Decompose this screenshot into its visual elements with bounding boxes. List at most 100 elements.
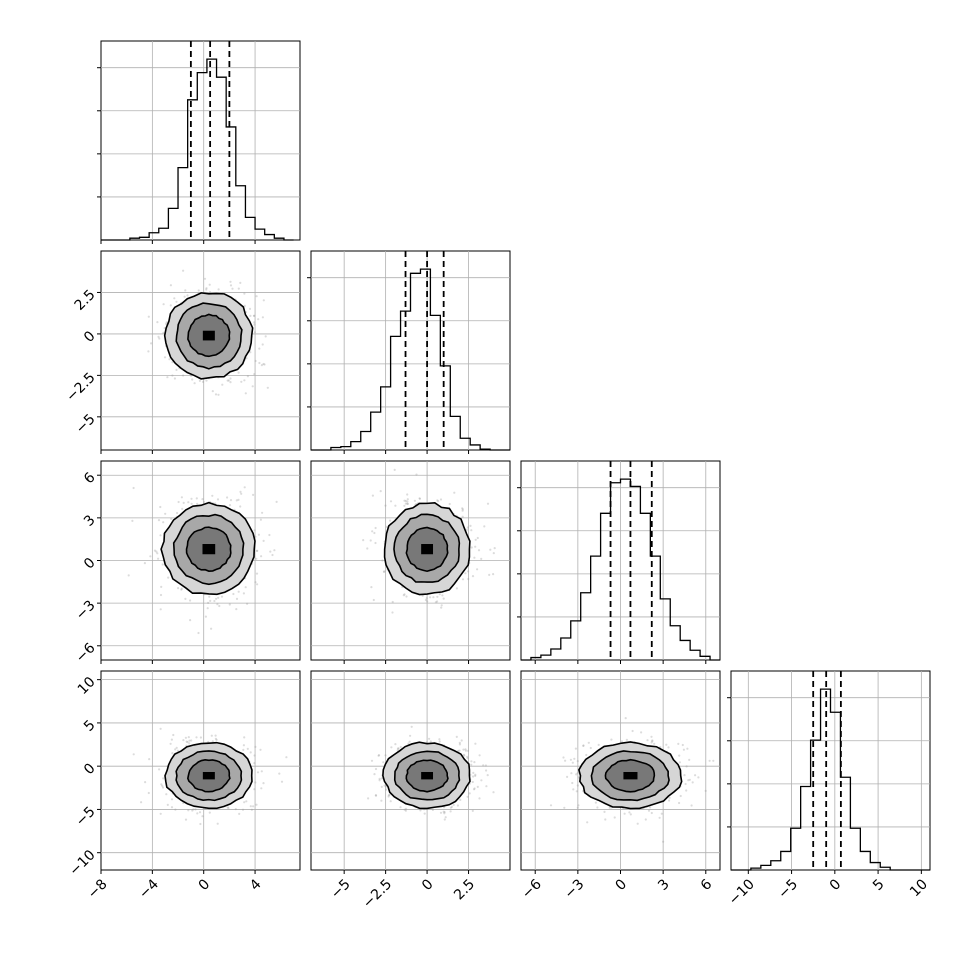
scatter-point	[469, 524, 472, 528]
scatter-point	[466, 755, 469, 758]
scatter-point	[144, 781, 147, 784]
scatter-point	[210, 734, 213, 737]
scatter-point	[389, 519, 392, 522]
density-core	[202, 330, 215, 341]
scatter-point	[250, 808, 253, 811]
scatter-point	[640, 731, 643, 734]
scatter-point	[448, 502, 451, 506]
y-tick-label: 0	[81, 761, 99, 779]
scatter-point	[182, 269, 185, 272]
scatter-point	[704, 789, 707, 793]
scatter-point	[461, 509, 464, 512]
scatter-point	[159, 727, 162, 730]
scatter-point	[155, 550, 158, 553]
scatter-point	[260, 364, 263, 367]
hist-panel-0	[97, 40, 301, 244]
scatter-point	[471, 809, 474, 813]
scatter-point	[668, 799, 671, 802]
scatter-point	[485, 769, 488, 772]
scatter-point	[697, 776, 700, 779]
scatter-point	[404, 499, 407, 503]
scatter-point	[162, 521, 165, 524]
scatter-point	[474, 774, 477, 778]
scatter-point	[254, 581, 257, 584]
scatter-point	[262, 299, 265, 302]
scatter-point	[243, 304, 246, 307]
scatter-point	[191, 809, 194, 812]
scatter-point	[662, 840, 665, 843]
scatter-point	[235, 597, 239, 601]
scatter-point	[156, 552, 159, 555]
scatter-point	[373, 531, 376, 535]
scatter-point	[623, 812, 626, 815]
scatter-point	[466, 526, 469, 529]
scatter-point	[477, 549, 481, 552]
scatter-point	[628, 811, 631, 814]
scatter-point	[443, 818, 446, 821]
scatter-point	[132, 486, 135, 490]
scatter-point	[362, 539, 365, 542]
x-tick-label: −4	[136, 876, 162, 902]
scatter-point	[458, 743, 461, 746]
scatter-point	[684, 782, 687, 786]
scatter-point	[582, 744, 585, 747]
scatter-point	[239, 490, 242, 493]
scatter-point	[393, 468, 396, 471]
scatter-point	[694, 774, 697, 777]
scatter-point	[192, 808, 195, 811]
scatter-point	[374, 541, 377, 545]
scatter-point	[254, 745, 257, 749]
density-panel-1-0	[97, 250, 301, 454]
scatter-point	[574, 747, 578, 750]
scatter-point	[163, 356, 167, 359]
scatter-point	[187, 809, 190, 812]
scatter-point	[242, 748, 245, 752]
scatter-point	[209, 291, 212, 294]
scatter-point	[226, 496, 229, 499]
scatter-point	[380, 777, 383, 780]
scatter-point	[389, 500, 393, 503]
scatter-point	[261, 511, 264, 514]
contour-outer	[383, 502, 471, 596]
density-core	[421, 771, 434, 780]
scatter-point	[589, 746, 592, 750]
scatter-point	[403, 499, 406, 502]
scatter-point	[403, 504, 406, 507]
x-tick-label: −8	[85, 876, 111, 902]
scatter-point	[492, 791, 495, 794]
scatter-point	[182, 374, 185, 377]
scatter-point	[201, 380, 205, 383]
scatter-point	[576, 806, 579, 809]
histogram-step-line	[101, 58, 294, 241]
scatter-point	[576, 784, 579, 787]
contour-outer	[382, 741, 471, 810]
scatter-point	[478, 754, 481, 757]
scatter-point	[173, 377, 176, 380]
scatter-point	[229, 280, 232, 283]
scatter-point	[158, 337, 161, 340]
contour-mid	[172, 513, 245, 586]
y-tick-label: −10	[66, 847, 98, 879]
scatter-point	[476, 536, 479, 540]
scatter-point	[404, 807, 408, 810]
scatter-point	[470, 760, 473, 763]
scatter-point	[378, 779, 381, 782]
scatter-point	[474, 742, 477, 745]
scatter-point	[184, 736, 187, 739]
scatter-point	[404, 809, 407, 812]
scatter-point	[391, 600, 394, 604]
histogram-step-line	[731, 688, 930, 871]
scatter-point	[471, 575, 475, 578]
y-tick-label: 5	[81, 717, 99, 735]
scatter-point	[185, 740, 188, 743]
scatter-point	[245, 800, 248, 803]
scatter-point	[712, 759, 715, 762]
scatter-point	[214, 737, 217, 740]
scatter-point	[184, 818, 188, 821]
x-tick-label: 4	[247, 876, 265, 894]
scatter-point	[388, 793, 391, 796]
density-panel-2-1	[310, 460, 511, 664]
scatter-point	[261, 343, 264, 346]
scatter-point	[208, 595, 211, 598]
